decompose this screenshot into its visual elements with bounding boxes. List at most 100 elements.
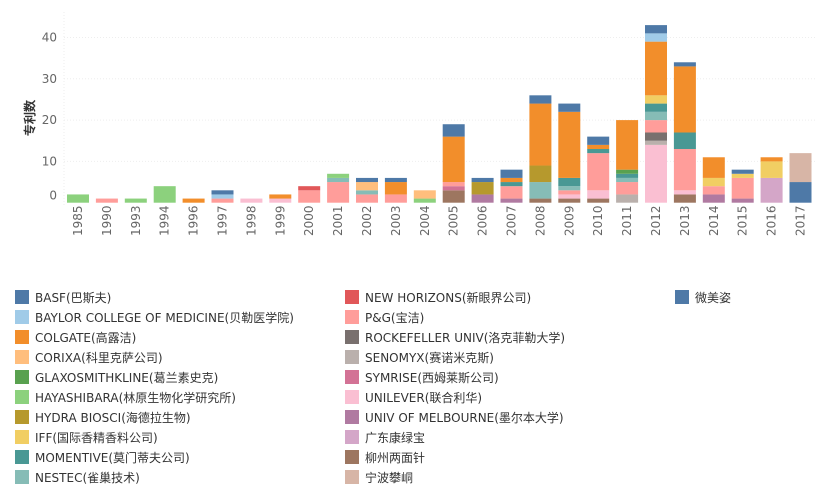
bar-segment[interactable] bbox=[211, 198, 234, 203]
bar-segment[interactable] bbox=[645, 95, 667, 104]
bar-segment[interactable] bbox=[558, 194, 581, 199]
legend-item[interactable]: GLAXOSMITHKLINE(葛兰素史克) bbox=[15, 369, 218, 385]
bar-segment[interactable] bbox=[269, 198, 292, 203]
bar-segment[interactable] bbox=[95, 198, 118, 203]
legend-item[interactable]: CORIXA(科里克萨公司) bbox=[15, 349, 163, 365]
bar-segment[interactable] bbox=[529, 165, 552, 183]
bar-segment[interactable] bbox=[442, 190, 465, 203]
bar-segment[interactable] bbox=[702, 177, 725, 187]
bar-segment[interactable] bbox=[702, 157, 725, 178]
bar-segment[interactable] bbox=[673, 62, 696, 67]
bar-segment[interactable] bbox=[327, 177, 350, 183]
legend-item[interactable]: NEW HORIZONS(新眼界公司) bbox=[345, 289, 531, 305]
bar-segment[interactable] bbox=[645, 140, 667, 145]
bar-segment[interactable] bbox=[413, 198, 436, 203]
bar-segment[interactable] bbox=[673, 132, 696, 150]
bar-segment[interactable] bbox=[645, 41, 667, 96]
legend-item[interactable]: NESTEC(雀巢技术) bbox=[15, 469, 140, 485]
bar-segment[interactable] bbox=[587, 144, 610, 150]
bar-segment[interactable] bbox=[327, 173, 350, 178]
bar-segment[interactable] bbox=[356, 194, 378, 203]
bar-segment[interactable] bbox=[645, 103, 667, 112]
bar-segment[interactable] bbox=[558, 103, 581, 112]
bar-segment[interactable] bbox=[616, 120, 639, 170]
bar-segment[interactable] bbox=[673, 149, 696, 191]
legend-item[interactable]: BAYLOR COLLEGE OF MEDICINE(贝勒医学院) bbox=[15, 309, 294, 325]
legend-item[interactable]: P&G(宝洁) bbox=[345, 309, 424, 325]
bar-segment[interactable] bbox=[587, 198, 610, 203]
legend-item[interactable]: ROCKEFELLER UNIV(洛克菲勒大学) bbox=[345, 329, 565, 345]
bar-segment[interactable] bbox=[587, 153, 610, 191]
bar-segment[interactable] bbox=[789, 153, 812, 183]
bar-segment[interactable] bbox=[471, 182, 494, 195]
bar-segment[interactable] bbox=[442, 182, 465, 187]
bar-segment[interactable] bbox=[558, 186, 581, 191]
bar-segment[interactable] bbox=[67, 194, 89, 203]
bar-segment[interactable] bbox=[558, 198, 581, 203]
bar-segment[interactable] bbox=[673, 66, 696, 133]
legend-item[interactable]: 广东康绿宝 bbox=[345, 429, 425, 445]
bar-segment[interactable] bbox=[731, 169, 754, 174]
bar-segment[interactable] bbox=[529, 95, 552, 104]
bar-segment[interactable] bbox=[500, 182, 523, 187]
legend-item[interactable]: SYMRISE(西姆莱斯公司) bbox=[345, 369, 499, 385]
bar-segment[interactable] bbox=[616, 177, 639, 183]
bar-segment[interactable] bbox=[760, 177, 783, 203]
bar-segment[interactable] bbox=[529, 182, 552, 199]
bar-segment[interactable] bbox=[587, 149, 610, 154]
bar-segment[interactable] bbox=[384, 182, 407, 195]
bar-segment[interactable] bbox=[211, 194, 234, 199]
bar-segment[interactable] bbox=[760, 157, 783, 162]
bar-segment[interactable] bbox=[760, 161, 783, 178]
bar-segment[interactable] bbox=[616, 194, 639, 203]
legend-item[interactable]: MOMENTIVE(莫门蒂夫公司) bbox=[15, 449, 190, 465]
bar-segment[interactable] bbox=[153, 186, 176, 203]
bar-segment[interactable] bbox=[298, 186, 321, 191]
bar-segment[interactable] bbox=[558, 111, 581, 178]
bar-segment[interactable] bbox=[500, 169, 523, 178]
bar-segment[interactable] bbox=[356, 190, 378, 195]
bar-segment[interactable] bbox=[500, 177, 523, 183]
bar-segment[interactable] bbox=[471, 194, 494, 203]
bar-segment[interactable] bbox=[413, 190, 436, 199]
bar-segment[interactable] bbox=[789, 182, 812, 203]
bar-segment[interactable] bbox=[356, 182, 378, 191]
bar-segment[interactable] bbox=[731, 198, 754, 203]
bar-segment[interactable] bbox=[731, 177, 754, 199]
legend-item[interactable]: 柳州两面针 bbox=[345, 449, 425, 465]
bar-segment[interactable] bbox=[384, 177, 407, 183]
bar-segment[interactable] bbox=[124, 198, 147, 203]
bar-segment[interactable] bbox=[645, 25, 667, 34]
bar-segment[interactable] bbox=[500, 186, 523, 199]
bar-segment[interactable] bbox=[645, 132, 667, 141]
bar-segment[interactable] bbox=[240, 198, 263, 203]
legend-item[interactable]: HYDRA BIOSCI(海德拉生物) bbox=[15, 409, 191, 425]
bar-segment[interactable] bbox=[269, 194, 292, 199]
bar-segment[interactable] bbox=[327, 182, 350, 203]
legend-item[interactable]: UNIV OF MELBOURNE(墨尔本大学) bbox=[345, 409, 564, 425]
bar-segment[interactable] bbox=[645, 144, 667, 203]
bar-segment[interactable] bbox=[529, 103, 552, 166]
legend-item[interactable]: UNILEVER(联合利华) bbox=[345, 389, 482, 405]
bar-segment[interactable] bbox=[211, 190, 234, 195]
bar-segment[interactable] bbox=[616, 173, 639, 178]
bar-segment[interactable] bbox=[702, 194, 725, 203]
bar-segment[interactable] bbox=[500, 198, 523, 203]
legend-item[interactable]: HAYASHIBARA(林原生物化学研究所) bbox=[15, 389, 236, 405]
bar-segment[interactable] bbox=[529, 198, 552, 203]
bar-segment[interactable] bbox=[442, 136, 465, 183]
bar-segment[interactable] bbox=[673, 190, 696, 195]
legend-item[interactable]: 宁波攀峒 bbox=[345, 469, 413, 485]
bar-segment[interactable] bbox=[645, 111, 667, 121]
bar-segment[interactable] bbox=[182, 198, 205, 203]
bar-segment[interactable] bbox=[558, 190, 581, 195]
legend-item[interactable]: IFF(国际香精香料公司) bbox=[15, 429, 158, 445]
bar-segment[interactable] bbox=[673, 194, 696, 203]
legend-item[interactable]: 微美姿 bbox=[675, 289, 731, 305]
bar-segment[interactable] bbox=[645, 33, 667, 42]
bar-segment[interactable] bbox=[731, 173, 754, 178]
bar-segment[interactable] bbox=[702, 186, 725, 195]
legend-item[interactable]: SENOMYX(赛诺米克斯) bbox=[345, 349, 494, 365]
legend-item[interactable]: BASF(巴斯夫) bbox=[15, 289, 111, 305]
bar-segment[interactable] bbox=[298, 190, 321, 203]
